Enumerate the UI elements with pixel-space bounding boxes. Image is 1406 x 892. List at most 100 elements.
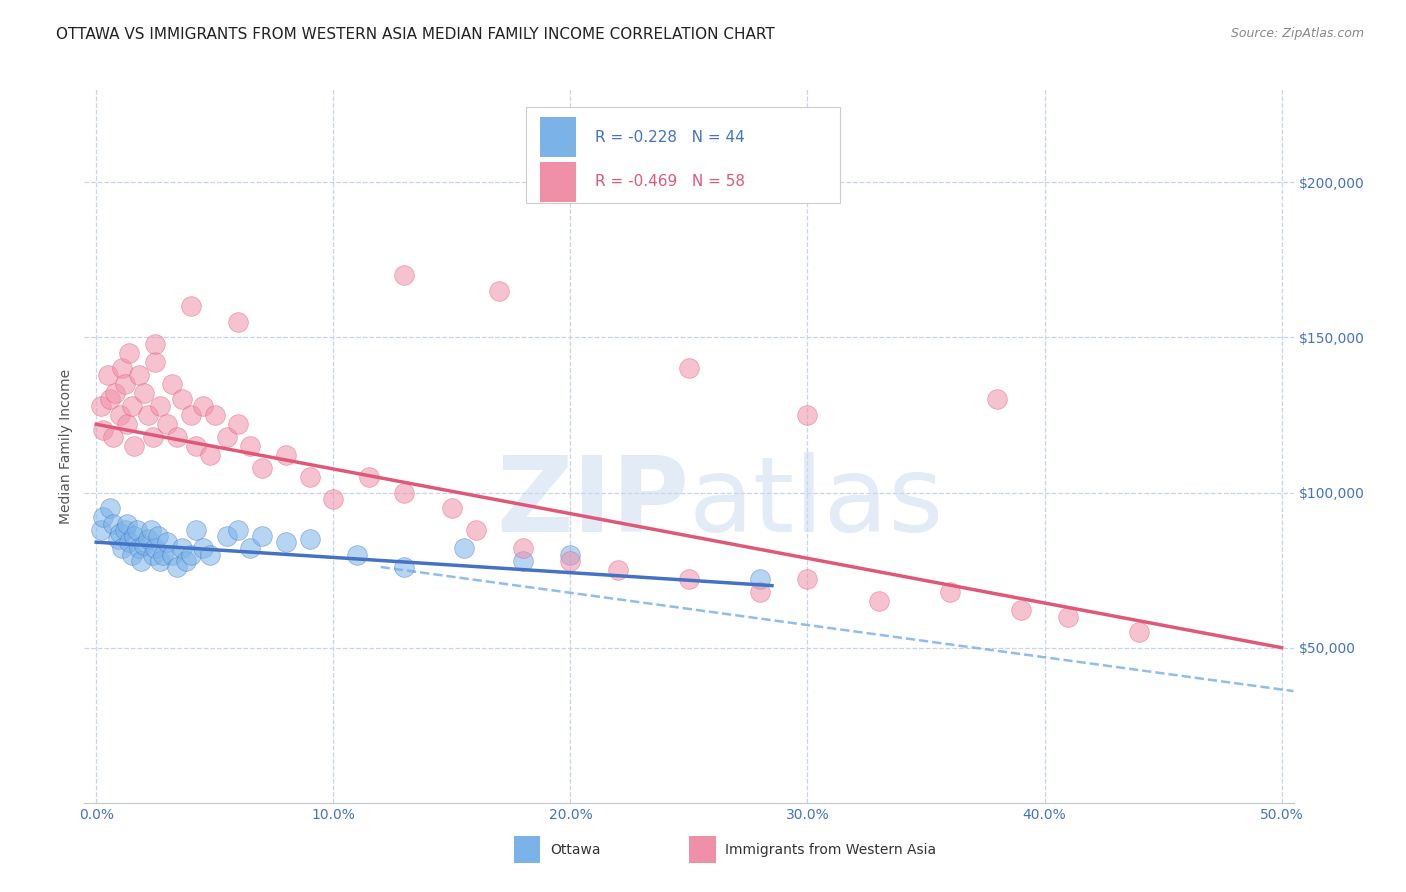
- Point: [228, 315, 250, 329]
- Point: [115, 516, 138, 531]
- Bar: [540, 162, 576, 202]
- Point: [125, 523, 148, 537]
- Point: [138, 532, 160, 546]
- Point: [100, 501, 122, 516]
- Point: [118, 535, 141, 549]
- Point: [198, 448, 221, 462]
- Point: [453, 541, 475, 556]
- Point: [160, 548, 183, 562]
- Point: [180, 548, 202, 562]
- Point: [191, 541, 214, 556]
- Point: [145, 336, 167, 351]
- Point: [191, 399, 214, 413]
- Point: [749, 584, 772, 599]
- Point: [142, 430, 165, 444]
- Point: [128, 541, 150, 556]
- Point: [322, 491, 344, 506]
- Point: [128, 368, 150, 382]
- Point: [228, 417, 250, 432]
- Bar: [513, 837, 540, 863]
- Text: Immigrants from Western Asia: Immigrants from Western Asia: [725, 843, 936, 857]
- Point: [239, 439, 262, 453]
- Point: [346, 548, 368, 562]
- Point: [108, 408, 131, 422]
- Point: [145, 541, 167, 556]
- Point: [101, 516, 124, 531]
- Point: [938, 584, 960, 599]
- Point: [114, 523, 136, 537]
- Point: [90, 399, 112, 413]
- Point: [111, 541, 134, 556]
- Point: [512, 554, 534, 568]
- Point: [357, 470, 380, 484]
- Point: [146, 529, 169, 543]
- Point: [228, 523, 250, 537]
- Point: [488, 284, 510, 298]
- Y-axis label: Median Family Income: Median Family Income: [59, 368, 73, 524]
- Point: [394, 268, 416, 283]
- Point: [149, 399, 172, 413]
- Point: [198, 548, 221, 562]
- Text: atlas: atlas: [689, 452, 945, 554]
- Point: [215, 430, 238, 444]
- Point: [274, 448, 297, 462]
- Point: [1128, 625, 1150, 640]
- Text: OTTAWA VS IMMIGRANTS FROM WESTERN ASIA MEDIAN FAMILY INCOME CORRELATION CHART: OTTAWA VS IMMIGRANTS FROM WESTERN ASIA M…: [56, 27, 775, 42]
- Point: [170, 541, 193, 556]
- Point: [796, 573, 818, 587]
- Point: [152, 548, 174, 562]
- Point: [180, 299, 202, 313]
- Point: [114, 376, 136, 391]
- Point: [464, 523, 486, 537]
- Point: [166, 560, 188, 574]
- Bar: [689, 837, 716, 863]
- Point: [91, 424, 114, 438]
- Point: [149, 554, 172, 568]
- Point: [107, 532, 129, 546]
- Point: [796, 408, 818, 422]
- Point: [560, 554, 582, 568]
- Point: [100, 392, 122, 407]
- Text: R = -0.469   N = 58: R = -0.469 N = 58: [595, 175, 745, 189]
- Point: [176, 554, 198, 568]
- Point: [170, 392, 193, 407]
- Point: [868, 594, 890, 608]
- Point: [239, 541, 262, 556]
- Point: [204, 408, 226, 422]
- Point: [512, 541, 534, 556]
- Point: [394, 560, 416, 574]
- Point: [160, 376, 183, 391]
- Point: [138, 408, 160, 422]
- Point: [121, 399, 143, 413]
- Point: [122, 529, 145, 543]
- Text: Source: ZipAtlas.com: Source: ZipAtlas.com: [1230, 27, 1364, 40]
- Point: [111, 361, 134, 376]
- Point: [132, 386, 155, 401]
- Point: [1057, 609, 1080, 624]
- Point: [118, 346, 141, 360]
- Point: [440, 501, 463, 516]
- Point: [142, 548, 165, 562]
- Point: [184, 439, 207, 453]
- Point: [1010, 603, 1032, 617]
- Point: [156, 535, 179, 549]
- Point: [108, 525, 131, 540]
- Point: [250, 460, 273, 475]
- Point: [678, 361, 700, 376]
- Point: [215, 529, 238, 543]
- Point: [560, 548, 582, 562]
- Point: [101, 430, 124, 444]
- Point: [298, 470, 321, 484]
- Point: [139, 523, 162, 537]
- Point: [115, 417, 138, 432]
- Point: [145, 355, 167, 369]
- FancyBboxPatch shape: [526, 107, 841, 203]
- Point: [394, 485, 416, 500]
- Bar: [540, 118, 576, 157]
- Point: [986, 392, 1008, 407]
- Point: [180, 408, 202, 422]
- Point: [122, 439, 145, 453]
- Point: [132, 538, 155, 552]
- Point: [156, 417, 179, 432]
- Point: [606, 563, 628, 577]
